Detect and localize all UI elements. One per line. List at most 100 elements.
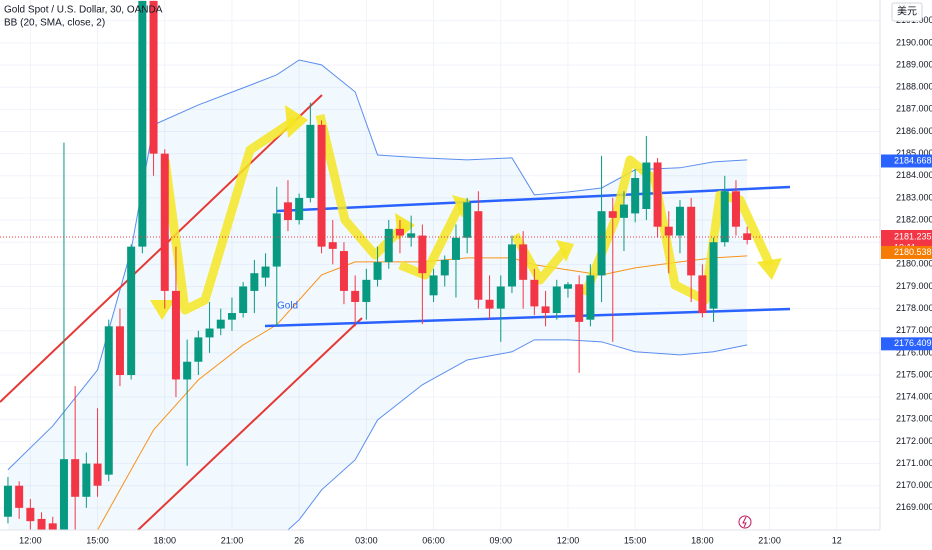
candle-body <box>306 124 315 198</box>
price-label: 2180.538 <box>894 247 932 257</box>
price-label-box <box>881 337 932 351</box>
candle-body <box>519 244 528 280</box>
x-tick-label: 26 <box>294 535 304 545</box>
candle-body <box>552 286 561 314</box>
event-icon-bolt <box>742 516 747 528</box>
candle-body <box>15 485 24 508</box>
candle-body <box>384 228 393 263</box>
y-tick-label: 2180.000 <box>896 259 932 269</box>
chart-title: Gold Spot / U.S. Dollar, 30, OANDA <box>4 5 163 16</box>
candle-body <box>138 0 147 247</box>
candle-body <box>3 485 12 517</box>
y-tick-label: 2172.000 <box>896 436 932 446</box>
candle-body <box>463 202 472 238</box>
candle-body <box>362 279 371 302</box>
y-tick-label: 2178.000 <box>896 303 932 313</box>
candle-body <box>586 275 595 320</box>
price-label-box <box>881 154 932 168</box>
y-tick-label: 2176.000 <box>896 347 932 357</box>
y-tick-label: 2169.000 <box>896 502 932 512</box>
candle-body <box>71 459 80 497</box>
y-tick-label: 2171.000 <box>896 458 932 468</box>
candle-body <box>709 242 718 309</box>
candle-body <box>687 206 696 276</box>
candle-body <box>664 226 673 236</box>
x-tick-label: 12:00 <box>19 535 42 545</box>
candle-body <box>26 507 35 522</box>
event-icon[interactable] <box>738 515 752 529</box>
y-tick-label: 2177.000 <box>896 325 932 335</box>
candle-body <box>59 459 68 530</box>
arrow-head <box>757 258 782 280</box>
candle-body <box>115 326 124 376</box>
x-tick-label: 18:00 <box>691 535 714 545</box>
y-tick-label: 2182.000 <box>896 214 932 224</box>
candle-body <box>339 251 348 291</box>
candle-body <box>171 290 180 380</box>
candle-body <box>496 286 505 309</box>
price-label: 2181.235 <box>894 231 932 241</box>
candle-body <box>272 213 281 267</box>
y-tick-label: 2189.000 <box>896 59 932 69</box>
candle-body <box>530 279 539 307</box>
candle-body <box>642 162 651 209</box>
currency[interactable]: 美元 <box>897 5 917 18</box>
candle-body <box>127 246 136 376</box>
drawing-label: Gold <box>277 301 298 312</box>
y-tick-label: 2187.000 <box>896 104 932 114</box>
candle-body <box>407 233 416 238</box>
candle-body <box>373 262 382 280</box>
band-fill <box>7 59 748 530</box>
candle-body <box>698 275 707 314</box>
y-tick-label: 2190.000 <box>896 37 932 47</box>
price-label-box <box>881 245 932 259</box>
arrow-head <box>556 240 574 262</box>
currency-box[interactable] <box>891 2 923 22</box>
candle-body <box>429 275 438 296</box>
x-tick-label: 06:00 <box>422 535 445 545</box>
candle-body <box>160 153 169 291</box>
y-tick-label: 2188.000 <box>896 82 932 92</box>
arrow-head <box>285 105 308 138</box>
candle-body <box>216 319 225 329</box>
candle-body <box>239 286 248 314</box>
trend-line <box>137 317 363 530</box>
candle-body <box>93 463 102 486</box>
y-tick-label: 2174.000 <box>896 392 932 402</box>
candle-body <box>283 202 292 221</box>
candle-body <box>675 206 684 236</box>
arrow <box>398 202 465 280</box>
candle-body <box>631 177 640 214</box>
price-label: 2184.668 <box>894 155 932 165</box>
candle-body <box>507 244 516 287</box>
band-basis <box>96 255 748 530</box>
candle-body <box>37 518 46 530</box>
band-lower <box>287 339 748 530</box>
arrow-head <box>150 300 175 320</box>
candle-body <box>250 273 259 291</box>
arrow <box>160 116 298 315</box>
x-tick-label: 15:00 <box>86 535 109 545</box>
candle-body <box>194 337 203 362</box>
candle-body <box>451 237 460 260</box>
x-tick-label: 21:00 <box>221 535 244 545</box>
candle-body <box>575 284 584 322</box>
candle-body <box>82 463 91 497</box>
candle-body <box>261 266 270 278</box>
y-tick-label: 2183.000 <box>896 192 932 202</box>
candle-body <box>227 313 236 320</box>
y-tick-label: 2185.000 <box>896 148 932 158</box>
candle-body <box>474 211 483 300</box>
candle-body <box>731 191 740 227</box>
x-tick-label: 15:00 <box>624 535 647 545</box>
candle-body <box>328 242 337 249</box>
candle-body <box>653 162 662 227</box>
candle-body <box>418 235 427 274</box>
candle-body <box>440 259 449 276</box>
candle-body <box>205 328 214 338</box>
y-tick-label: 2179.000 <box>896 281 932 291</box>
y-tick-label: 2186.000 <box>896 126 932 136</box>
candle-body <box>720 191 729 243</box>
candle-body <box>149 0 158 154</box>
